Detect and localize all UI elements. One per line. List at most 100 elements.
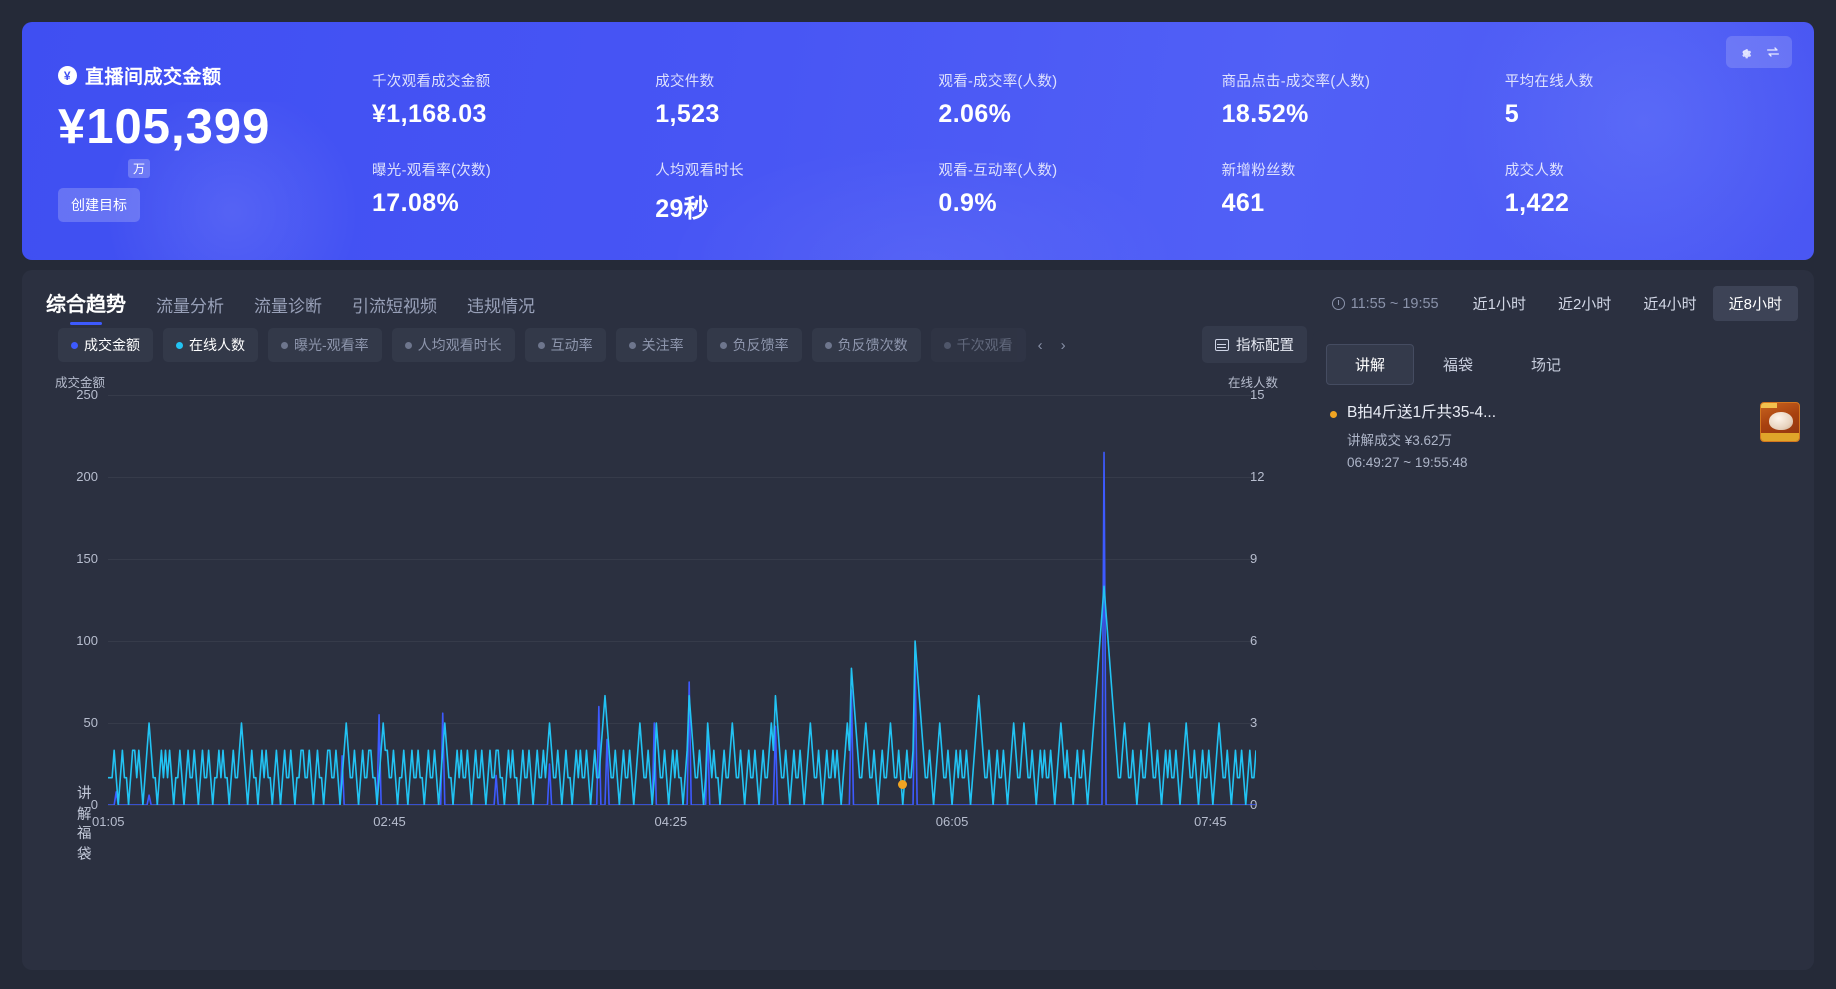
metric-value: 18.52%: [1221, 100, 1309, 128]
tab-traffic-diagnosis[interactable]: 流量诊断: [254, 297, 322, 316]
y-tick-label: 150: [76, 551, 98, 566]
chip-color-dot: [176, 341, 183, 349]
chevron-left-icon[interactable]: ‹: [1037, 336, 1043, 354]
chip-color-dot: [943, 341, 951, 349]
tab-comprehensive-trend[interactable]: 综合趋势: [42, 282, 130, 327]
hero-glow: [662, 142, 1182, 260]
chip-pager: ‹ ›: [1036, 337, 1068, 354]
time-range-display: 11:55 ~ 19:55: [1331, 295, 1439, 312]
swap-icon[interactable]: [1762, 41, 1784, 63]
chip-follow-rate[interactable]: 关注率: [615, 328, 697, 362]
hero-glow: [1434, 22, 1814, 260]
x-tick-label: 06:05: [935, 814, 969, 829]
bottom-row-label-luckybag: 福袋: [77, 826, 92, 863]
tab-violations[interactable]: 违规情况: [467, 297, 535, 316]
hero-metric-grid: 千次观看成交金额 ¥1,168.03 成交件数 1,523 观看-成交率(人数)…: [372, 70, 1788, 225]
metric-chip-row: 成交金额 在线人数 曝光-观看率 人均观看时长 互动率 关注率: [58, 328, 1068, 362]
hero-toolbar: [1726, 36, 1792, 68]
chip-color-dot: [281, 341, 288, 349]
metric-value: 461: [1221, 189, 1265, 217]
gridline: [108, 641, 1256, 642]
sidebar-tab-session-log[interactable]: 场记: [1531, 357, 1562, 374]
list-item-body: B拍4斤送1斤共35-4... 讲解成交 ¥3.62万 06:49:27 ~ 1…: [1347, 400, 1750, 470]
chip-negative-feedback-count[interactable]: 负反馈次数: [811, 328, 921, 362]
y-tick-label: 50: [83, 715, 98, 730]
range-button-8h[interactable]: 近8小时: [1712, 286, 1798, 321]
list-item-time: 06:49:27 ~ 19:55:48: [1347, 455, 1468, 470]
gridline: [108, 559, 1256, 560]
x-tick-label: 01:05: [92, 814, 125, 829]
metric-cell: 平均在线人数 5: [1505, 70, 1788, 129]
time-range-text: 11:55 ~ 19:55: [1350, 295, 1439, 312]
gear-icon[interactable]: [1734, 41, 1756, 63]
gridline: [108, 477, 1256, 478]
sidebar-tab-explain[interactable]: 讲解: [1326, 344, 1415, 385]
chip-label: 人均观看时长: [417, 337, 502, 353]
metric-cell: 观看-成交率(人数) 2.06%: [938, 70, 1221, 129]
bottom-row-label-explain: 讲解: [77, 786, 92, 823]
chip-gmv[interactable]: 成交金额: [58, 328, 153, 362]
tab-traffic-analysis[interactable]: 流量分析: [156, 297, 224, 316]
metric-label: 平均在线人数: [1504, 74, 1594, 90]
range-button-1h[interactable]: 近1小时: [1472, 296, 1526, 313]
chevron-right-icon[interactable]: ›: [1060, 336, 1066, 354]
metric-label: 成交件数: [655, 74, 715, 90]
metric-value: 17.08%: [372, 189, 460, 217]
y-axis-title-right: 在线人数: [1228, 376, 1279, 390]
metric-cell: 人均观看时长 29秒: [655, 159, 938, 225]
metric-cell: 商品点击-成交率(人数) 18.52%: [1222, 70, 1505, 129]
sidebar-tabs: 讲解 福袋 场记: [1326, 344, 1591, 385]
metric-value: 5: [1504, 100, 1520, 128]
gridline: [108, 395, 1256, 396]
sidebar-tab-luckybag[interactable]: 福袋: [1443, 357, 1474, 374]
metric-config-button[interactable]: 指标配置: [1202, 326, 1307, 363]
explain-marker-dot[interactable]: [898, 780, 907, 789]
metric-value: 29秒: [655, 195, 710, 223]
chip-color-dot: [628, 341, 636, 349]
bullet-icon: [1330, 411, 1337, 418]
x-tick-label: 04:25: [654, 814, 688, 829]
chart-series-online: [108, 585, 1256, 805]
list-item-subtitle: 讲解成交 ¥3.62万: [1347, 433, 1453, 448]
range-button-4h[interactable]: 近4小时: [1643, 296, 1697, 313]
metric-label: 观看-成交率(人数): [938, 74, 1058, 90]
time-range-bar: 11:55 ~ 19:55 近1小时 近2小时 近4小时 近8小时: [1331, 286, 1798, 321]
metric-label: 人均观看时长: [655, 163, 744, 179]
chip-color-dot: [537, 341, 545, 349]
metric-cell: 成交人数 1,422: [1505, 159, 1788, 225]
chip-color-dot: [404, 341, 412, 349]
chip-label: 互动率: [550, 337, 593, 353]
tab-short-video[interactable]: 引流短视频: [352, 297, 437, 316]
range-button-2h[interactable]: 近2小时: [1557, 296, 1612, 313]
yen-badge-icon: ¥: [58, 66, 77, 85]
chip-online-viewers[interactable]: 在线人数: [163, 328, 258, 362]
metric-value: 0.9%: [938, 189, 997, 217]
metric-value: 1,422: [1504, 189, 1570, 217]
detail-sidebar: 讲解 福袋 场记 B拍4斤送1斤共35-4... 讲解成交 ¥3.62万 06:…: [1312, 330, 1814, 970]
chip-interaction-rate[interactable]: 互动率: [524, 328, 606, 362]
metric-label: 成交人数: [1504, 163, 1564, 179]
chip-color-dot: [71, 341, 78, 349]
list-item[interactable]: B拍4斤送1斤共35-4... 讲解成交 ¥3.62万 06:49:27 ~ 1…: [1330, 400, 1800, 470]
y-tick-label: 200: [76, 469, 98, 484]
create-goal-button[interactable]: 创建目标: [58, 188, 140, 222]
chip-avg-watch-time[interactable]: 人均观看时长: [391, 328, 515, 362]
chip-label: 曝光-观看率: [294, 337, 369, 353]
y-tick-label: 250: [76, 387, 98, 402]
chip-exposure-view-rate[interactable]: 曝光-观看率: [268, 328, 382, 362]
panel-tabs: 综合趋势 流量分析 流量诊断 引流短视频 违规情况: [42, 282, 539, 327]
thumb-tag: [1761, 403, 1777, 408]
metric-value: 1,523: [655, 100, 720, 128]
gridline: [108, 805, 1256, 806]
metric-cell: 观看-互动率(人数) 0.9%: [938, 159, 1221, 225]
y2-tick-label: 15: [1250, 387, 1265, 402]
y2-tick-label: 12: [1250, 469, 1265, 484]
hero-glow: [82, 102, 382, 260]
metric-value: ¥1,168.03: [372, 100, 487, 128]
chip-label: 负反馈次数: [837, 337, 908, 353]
y-tick-label: 100: [76, 633, 98, 648]
chip-negative-feedback-rate[interactable]: 负反馈率: [706, 328, 802, 362]
hero-primary-metric: ¥ 直播间成交金额 ¥105,399 万 创建目标: [58, 62, 358, 222]
chip-per-thousand-views[interactable]: 千次观看: [930, 328, 1026, 362]
